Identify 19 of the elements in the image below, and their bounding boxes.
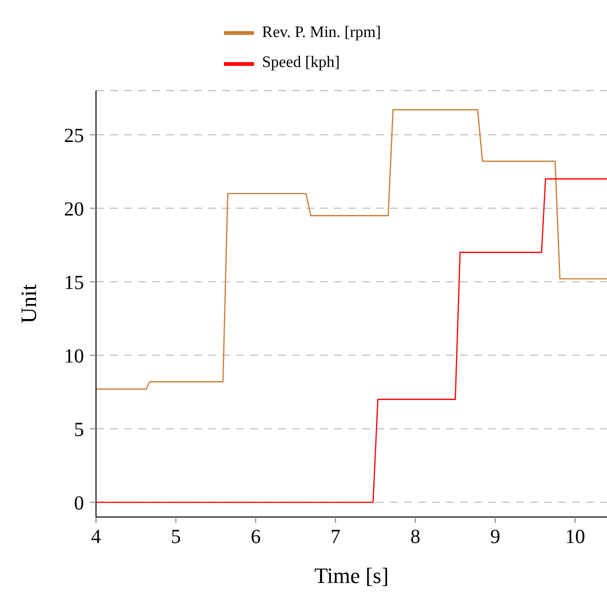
x-tick-label: 5 xyxy=(170,526,181,548)
x-axis-title: Time [s] xyxy=(314,563,389,588)
line-series xyxy=(96,178,607,503)
y-tick-label: 10 xyxy=(64,345,84,368)
y-tick-label: 15 xyxy=(64,272,84,294)
y-axis-title: Unit xyxy=(16,284,41,324)
x-tick-label: 7 xyxy=(330,526,341,548)
legend-label: Rev. P. Min. [rpm] xyxy=(262,24,381,41)
y-tick-label: 0 xyxy=(74,492,84,514)
x-tick-label: 9 xyxy=(490,526,500,548)
y-tick-label: 25 xyxy=(64,124,84,147)
legend-label: Speed [kph] xyxy=(262,54,340,72)
x-tick-label: 6 xyxy=(250,526,261,548)
x-tick-label: 8 xyxy=(410,526,420,548)
y-tick-label: 20 xyxy=(64,198,84,220)
x-tick-label: 4 xyxy=(91,526,101,548)
line-series xyxy=(96,109,607,390)
x-tick-label: 10 xyxy=(565,526,586,548)
y-tick-label: 5 xyxy=(74,418,84,441)
